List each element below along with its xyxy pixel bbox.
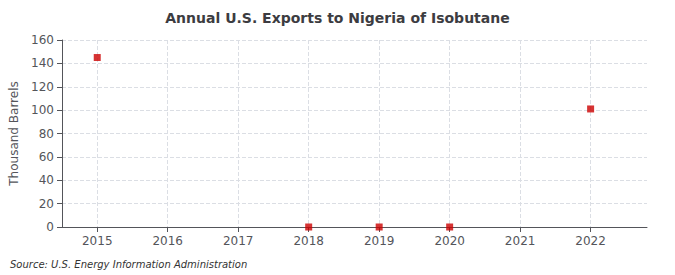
svg-text:2020: 2020 [434,234,465,248]
svg-text:2018: 2018 [293,234,324,248]
svg-text:Source: U.S. Energy Informatio: Source: U.S. Energy Information Administ… [10,259,247,270]
svg-text:Annual U.S. Exports to Nigeria: Annual U.S. Exports to Nigeria of Isobut… [165,10,509,26]
svg-text:40: 40 [39,173,54,187]
svg-text:140: 140 [31,56,54,70]
svg-text:100: 100 [31,103,54,117]
svg-text:2022: 2022 [575,234,606,248]
svg-text:2019: 2019 [364,234,395,248]
svg-text:80: 80 [39,127,54,141]
svg-text:2017: 2017 [223,234,254,248]
svg-text:2021: 2021 [505,234,536,248]
svg-text:0: 0 [46,220,54,234]
svg-text:Thousand Barrels: Thousand Barrels [7,81,21,186]
svg-text:2016: 2016 [152,234,183,248]
svg-text:120: 120 [31,80,54,94]
svg-text:160: 160 [31,33,54,47]
svg-text:2015: 2015 [82,234,113,248]
svg-text:60: 60 [39,150,54,164]
svg-text:20: 20 [39,197,54,211]
